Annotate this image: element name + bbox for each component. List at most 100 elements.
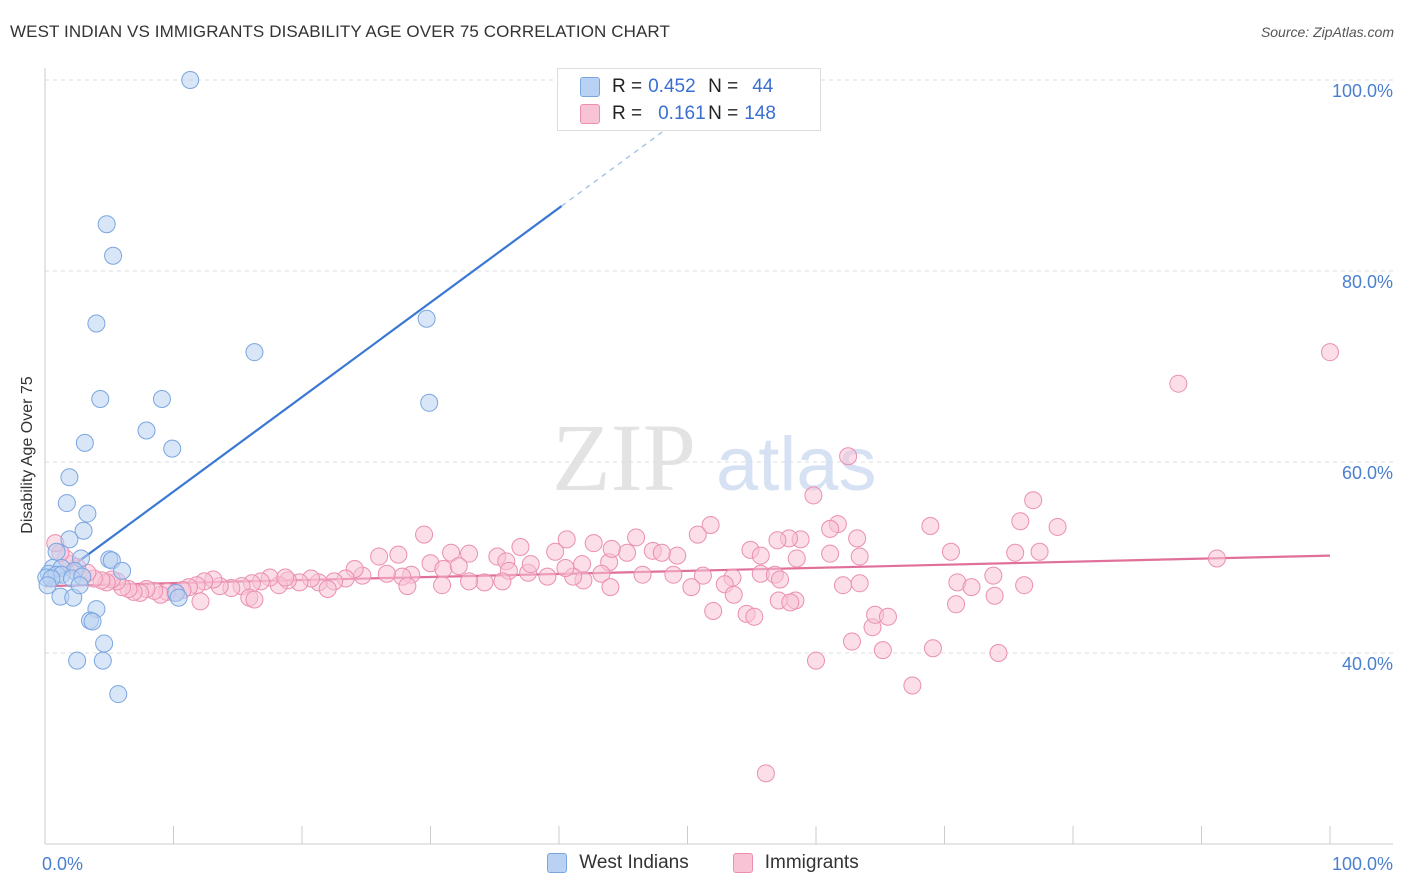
west-indians-point <box>91 389 110 408</box>
immigrants-point <box>618 543 637 562</box>
legend-label: Immigrants <box>764 852 859 873</box>
immigrants-point <box>693 566 712 585</box>
immigrants-point <box>839 447 858 466</box>
n-label: N = <box>708 103 739 124</box>
n-label: N = <box>708 76 739 97</box>
immigrants-point <box>923 639 942 658</box>
immigrants-point <box>460 544 479 563</box>
chart-title: WEST INDIAN VS IMMIGRANTS DISABILITY AGE… <box>10 22 670 41</box>
immigrants-point <box>511 537 530 556</box>
west-indians-point <box>109 685 128 704</box>
immigrants-point <box>873 641 892 660</box>
immigrants-point <box>1048 517 1067 536</box>
west-indians-point <box>38 576 57 595</box>
legend-label: West Indians <box>579 852 689 873</box>
immigrants-point <box>941 542 960 561</box>
trend-lines <box>44 112 1331 588</box>
immigrants-point <box>850 547 869 566</box>
series-legend: West Indians Immigrants <box>0 852 1406 874</box>
immigrants-point <box>434 559 453 578</box>
immigrants-point <box>962 578 981 597</box>
west-indians-point <box>113 561 132 580</box>
west-indians-point <box>137 421 156 440</box>
immigrants-point <box>704 601 723 620</box>
immigrants-point <box>768 531 787 550</box>
immigrants-point <box>989 644 1008 662</box>
immigrants-point <box>781 593 800 612</box>
r-label: R = <box>612 103 643 124</box>
legend-row-west-indians: R = 0.452 N = 44 <box>580 75 773 99</box>
watermark: ZIP atlas <box>552 404 877 511</box>
immigrants-point <box>627 528 646 547</box>
watermark-atlas: atlas <box>716 422 877 507</box>
immigrants-point <box>821 519 840 538</box>
immigrants-point <box>1015 576 1034 595</box>
immigrants-point <box>807 651 825 670</box>
immigrants-point <box>276 568 295 587</box>
y-tick-label: 80.0% <box>1342 272 1393 292</box>
west-indians-point <box>75 433 94 452</box>
x-tick-label: 100.0% <box>1332 854 1393 874</box>
immigrants-point <box>1030 542 1049 561</box>
immigrants-point <box>538 567 557 586</box>
y-tick-labels: 40.0% 60.0% 80.0% 100.0% <box>1332 81 1393 674</box>
immigrants-point <box>701 516 720 535</box>
immigrants-point <box>191 592 210 611</box>
immigrants-point <box>415 525 434 544</box>
legend-row-immigrants: R = 0.161 N = 148 <box>580 102 776 126</box>
immigrants-point <box>1169 374 1188 393</box>
immigrants-point <box>433 576 452 595</box>
immigrants-point <box>688 525 707 544</box>
immigrants-point <box>668 546 687 565</box>
immigrants-point <box>398 577 417 596</box>
immigrants-point <box>745 607 764 626</box>
west-indians-points <box>37 71 439 704</box>
stats-legend: R = 0.452 N = 44 R = 0.161 N = 148 <box>557 68 821 131</box>
r-value: 0.161 <box>658 103 706 124</box>
immigrants-point <box>602 539 621 558</box>
west-indians-point <box>97 215 116 234</box>
west-indians-point <box>152 389 171 408</box>
immigrants-point <box>449 557 468 576</box>
immigrants-point <box>493 572 512 591</box>
west-indians-point <box>95 634 114 653</box>
west-indians-point <box>57 494 76 513</box>
y-tick-label: 40.0% <box>1342 654 1393 674</box>
immigrants-point <box>475 573 494 592</box>
west-indians-swatch <box>547 853 568 873</box>
west-indians-point <box>60 468 79 487</box>
immigrants-point <box>842 632 861 651</box>
west-indians-point <box>245 343 264 362</box>
y-tick-label: 60.0% <box>1342 463 1393 483</box>
immigrants-point <box>318 580 337 599</box>
west-indians-point <box>78 504 97 523</box>
immigrants-swatch <box>732 853 753 873</box>
immigrants-point <box>787 549 806 568</box>
immigrants-point <box>584 534 603 553</box>
n-value: 44 <box>752 76 774 97</box>
y-tick-label: 100.0% <box>1332 81 1393 101</box>
immigrants-point <box>756 764 775 783</box>
west-indians-point <box>83 612 102 631</box>
immigrants-point <box>984 566 1003 585</box>
immigrants-point <box>878 607 897 626</box>
immigrants-point <box>592 564 611 583</box>
watermark-zip: ZIP <box>552 404 696 511</box>
r-label: R = <box>612 76 643 97</box>
immigrants-point <box>850 574 869 593</box>
immigrants-point <box>389 545 408 564</box>
immigrants-point <box>556 559 575 578</box>
west-indians-point <box>420 393 439 412</box>
immigrants-point <box>442 543 461 562</box>
immigrants-point <box>724 585 743 604</box>
west-indians-point <box>68 651 87 670</box>
west-indians-point <box>93 651 112 670</box>
west-indians-point <box>87 314 106 333</box>
west-indians-point <box>60 530 79 549</box>
legend-item-west-indians: West Indians <box>547 852 689 874</box>
immigrants-point <box>652 543 671 562</box>
source-label: Source: ZipAtlas.com <box>1260 24 1394 40</box>
legend-item-immigrants: Immigrants <box>732 852 859 874</box>
west-indians-point <box>74 521 93 540</box>
